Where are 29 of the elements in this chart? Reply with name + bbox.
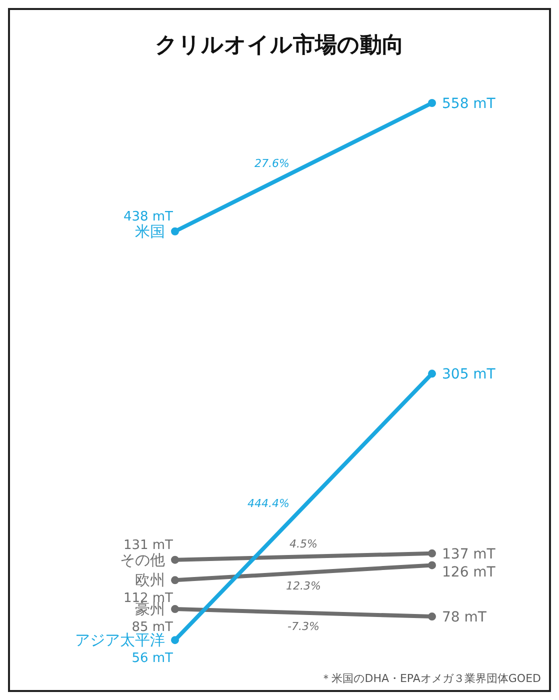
series-label: アジア太平洋 — [75, 631, 165, 650]
series-label: 米国 — [135, 222, 165, 240]
point — [171, 556, 179, 564]
point — [171, 227, 179, 236]
data-label: 56 mT — [132, 651, 174, 666]
point — [428, 99, 436, 107]
chart-title: クリルオイル市場の動向 — [155, 32, 404, 58]
annotation: -7.3% — [288, 620, 320, 633]
text: ＊米国のDHA・EPAオメガ３業界団体GOED — [320, 672, 541, 685]
annotation: 4.5% — [290, 538, 318, 551]
point — [171, 576, 179, 584]
data-label: 438 mT — [123, 209, 174, 224]
data-label: 137 mT — [442, 546, 496, 562]
point — [171, 605, 179, 614]
annotation: 444.4% — [248, 496, 290, 510]
point — [428, 549, 436, 558]
data-label: 305 mT — [442, 366, 496, 383]
point — [428, 561, 436, 570]
point — [428, 370, 436, 378]
data-label: 558 mT — [442, 96, 496, 112]
series-label: その他 — [120, 550, 165, 569]
annotation: 27.6% — [254, 157, 290, 170]
annotation: 12.3% — [286, 580, 321, 593]
data-label: 131 mT — [123, 538, 174, 553]
series-label: 欧州 — [135, 571, 165, 590]
point — [171, 636, 179, 644]
data-label: 78 mT — [442, 610, 487, 626]
data-label: 126 mT — [442, 564, 496, 580]
point — [428, 612, 436, 621]
